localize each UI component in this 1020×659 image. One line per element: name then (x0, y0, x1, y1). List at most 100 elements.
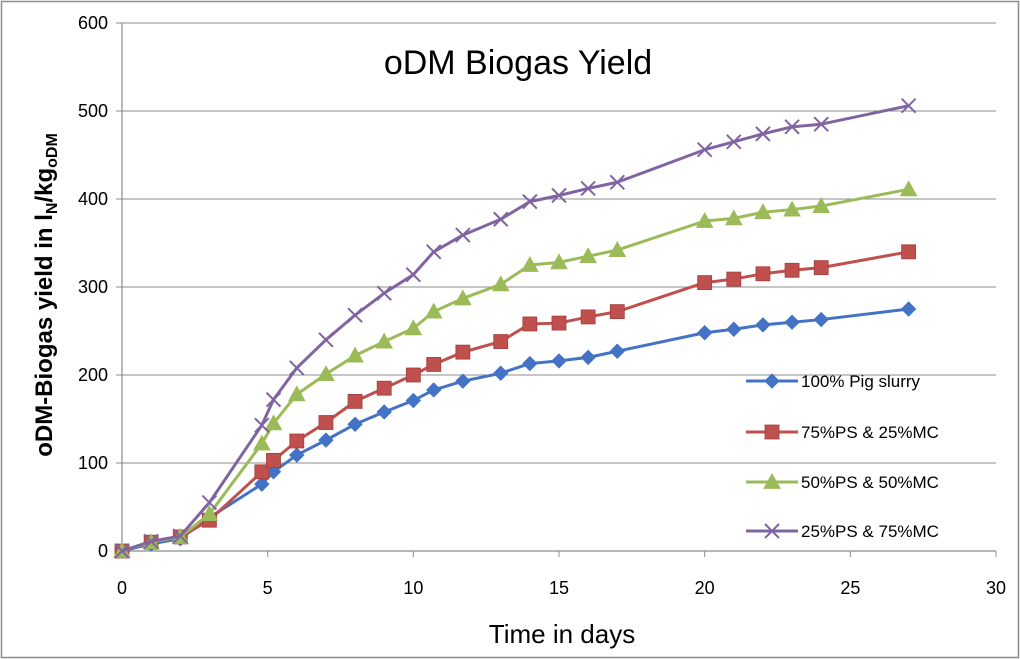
x-tick-label: 10 (403, 578, 423, 598)
data-point (266, 452, 281, 468)
legend-item: 25%PS & 75%MC (746, 522, 939, 541)
data-series (113, 98, 918, 559)
x-axis-label: Time in days (489, 619, 635, 649)
legend-item: 100% Pig slurry (746, 372, 921, 391)
data-point (254, 417, 270, 433)
data-point (143, 533, 159, 550)
data-point (726, 321, 742, 337)
data-point (551, 187, 567, 204)
data-point (901, 244, 916, 260)
data-point (254, 464, 270, 480)
data-point (172, 528, 188, 544)
data-point (318, 332, 334, 348)
y-tick-label: 0 (98, 541, 108, 561)
data-point (784, 314, 800, 330)
data-point (493, 365, 509, 381)
y-tick-label: 400 (78, 189, 108, 209)
data-point (783, 200, 801, 217)
data-point (289, 433, 305, 449)
data-point (580, 309, 596, 325)
y-tick-label: 100 (78, 453, 108, 473)
data-point (579, 247, 597, 264)
data-point (404, 319, 423, 336)
data-point (426, 357, 442, 372)
data-point (347, 307, 363, 323)
y-tick-label: 300 (78, 277, 108, 297)
legend-marker (763, 472, 781, 489)
data-point (455, 344, 471, 360)
legend-marker (764, 424, 780, 440)
data-point (455, 373, 471, 389)
data-point (580, 180, 596, 197)
data-point (784, 262, 800, 278)
data-point (289, 447, 305, 463)
legend-item: 50%PS & 50%MC (746, 472, 939, 492)
data-point (405, 266, 422, 283)
data-point (405, 392, 422, 409)
y-tick-labels: 0 100 200 300 400 500 600 (78, 13, 108, 561)
data-point (493, 211, 509, 227)
data-point (608, 241, 627, 257)
legend-label: 100% Pig slurry (801, 372, 921, 391)
data-point (491, 275, 510, 292)
data-point (522, 193, 538, 210)
legend-label: 25%PS & 75%MC (801, 522, 939, 541)
data-point (696, 325, 713, 341)
data-point (522, 355, 538, 372)
data-point (695, 211, 714, 228)
data-point (697, 275, 713, 291)
data-point (900, 301, 917, 317)
data-point (754, 203, 772, 220)
x-tick-labels: 0 5 10 15 20 25 30 (117, 578, 1006, 598)
data-point (899, 180, 918, 197)
data-point (551, 353, 567, 369)
data-point (580, 349, 596, 366)
data-point (376, 404, 392, 420)
data-point (696, 142, 713, 158)
data-point (265, 391, 282, 408)
data-point (346, 346, 364, 363)
data-point (200, 505, 219, 521)
data-point (455, 227, 471, 243)
data-point (347, 416, 363, 432)
data-point (755, 266, 771, 282)
data-point (784, 119, 800, 135)
legend-marker (764, 373, 780, 389)
x-tick-label: 30 (986, 578, 1006, 598)
data-point (264, 414, 283, 431)
series-2 (114, 244, 916, 559)
data-point (201, 494, 218, 511)
data-point (609, 304, 625, 320)
legend-label: 50%PS & 50%MC (801, 473, 939, 492)
series-line (121, 104, 909, 553)
data-point (347, 393, 363, 409)
data-point (550, 253, 568, 270)
series-4 (114, 98, 917, 559)
data-point (813, 311, 829, 328)
data-point (493, 334, 509, 349)
data-point (426, 244, 442, 260)
x-tick-label: 5 (263, 578, 273, 598)
y-tick-label: 500 (78, 101, 108, 121)
x-tick-label: 15 (549, 578, 569, 598)
data-point (317, 365, 335, 382)
data-point (318, 415, 334, 430)
data-point (755, 126, 771, 142)
data-point (812, 197, 831, 213)
data-point (522, 316, 538, 332)
data-point (454, 289, 472, 306)
chart-title: oDM Biogas Yield (384, 44, 652, 82)
data-point (114, 543, 130, 559)
data-point (813, 260, 829, 276)
data-point (252, 434, 271, 451)
data-point (726, 271, 742, 287)
data-point (376, 380, 392, 396)
legend-item: 75%PS & 25%MC (746, 423, 939, 442)
data-point (424, 302, 443, 319)
data-point (724, 209, 743, 226)
data-point (254, 476, 270, 492)
x-tick-label: 20 (695, 578, 715, 598)
data-point (287, 385, 306, 402)
y-tick-label: 600 (78, 13, 108, 33)
